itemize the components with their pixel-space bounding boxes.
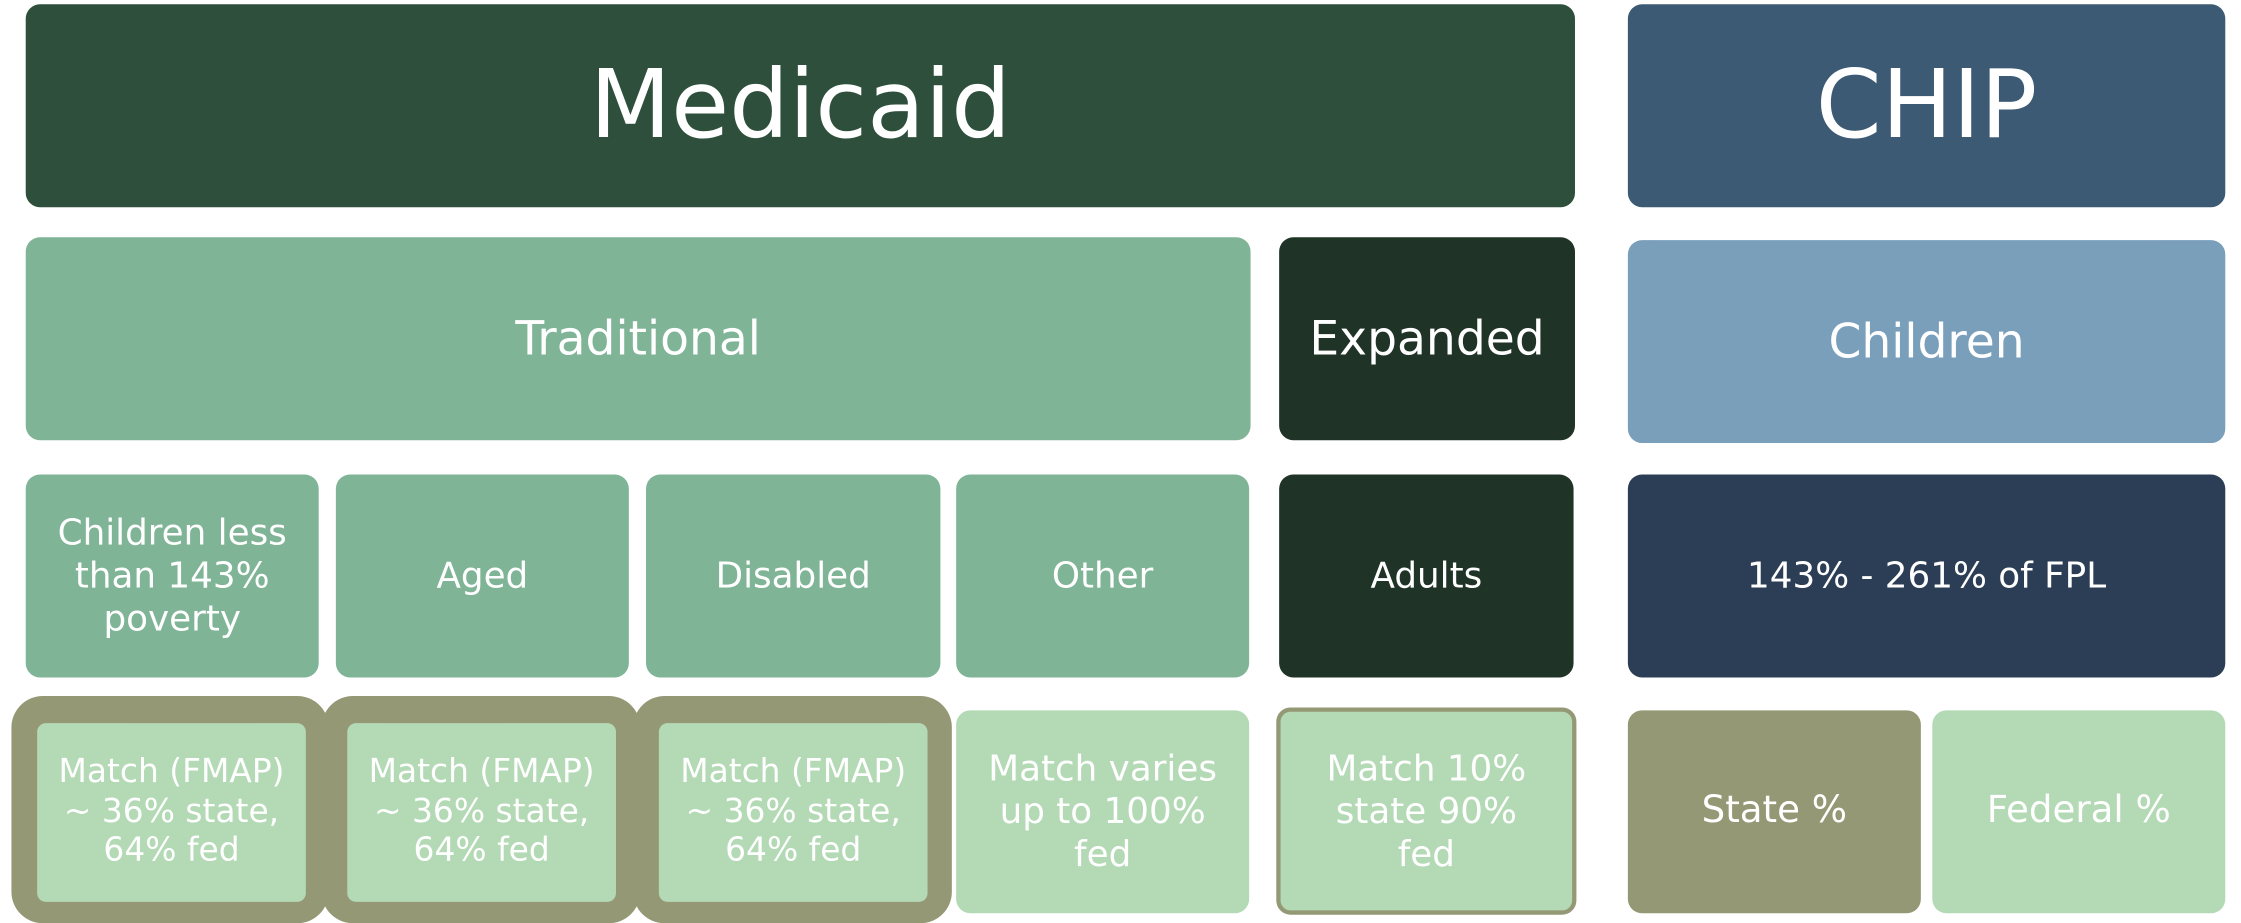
funding: Match 10% state 90% fed xyxy=(1276,707,1577,915)
population: Adults xyxy=(1279,474,1574,678)
expanded: Expanded xyxy=(1279,237,1575,441)
chip-group: Children xyxy=(1627,240,2226,444)
chip-title: CHIP xyxy=(1627,4,2226,208)
population: Aged xyxy=(335,474,629,678)
funding: Match (FMAP) ~ 36% state, 64% fed xyxy=(37,723,306,902)
population: Other xyxy=(956,474,1250,678)
medicaid-title: Medicaid xyxy=(25,4,1575,208)
chip-population: 143% - 261% of FPL xyxy=(1627,474,2226,678)
funding: Match (FMAP) ~ 36% state, 64% fed xyxy=(347,723,616,902)
chip-funding: Federal % xyxy=(1932,710,2226,914)
population: Children less than 143% poverty xyxy=(25,474,319,678)
funding: Match varies up to 100% fed xyxy=(956,710,1250,914)
funding: Match (FMAP) ~ 36% state, 64% fed xyxy=(658,723,928,902)
population: Disabled xyxy=(646,474,941,678)
traditional: Traditional xyxy=(25,237,1251,441)
chip-funding: State % xyxy=(1627,710,1921,914)
